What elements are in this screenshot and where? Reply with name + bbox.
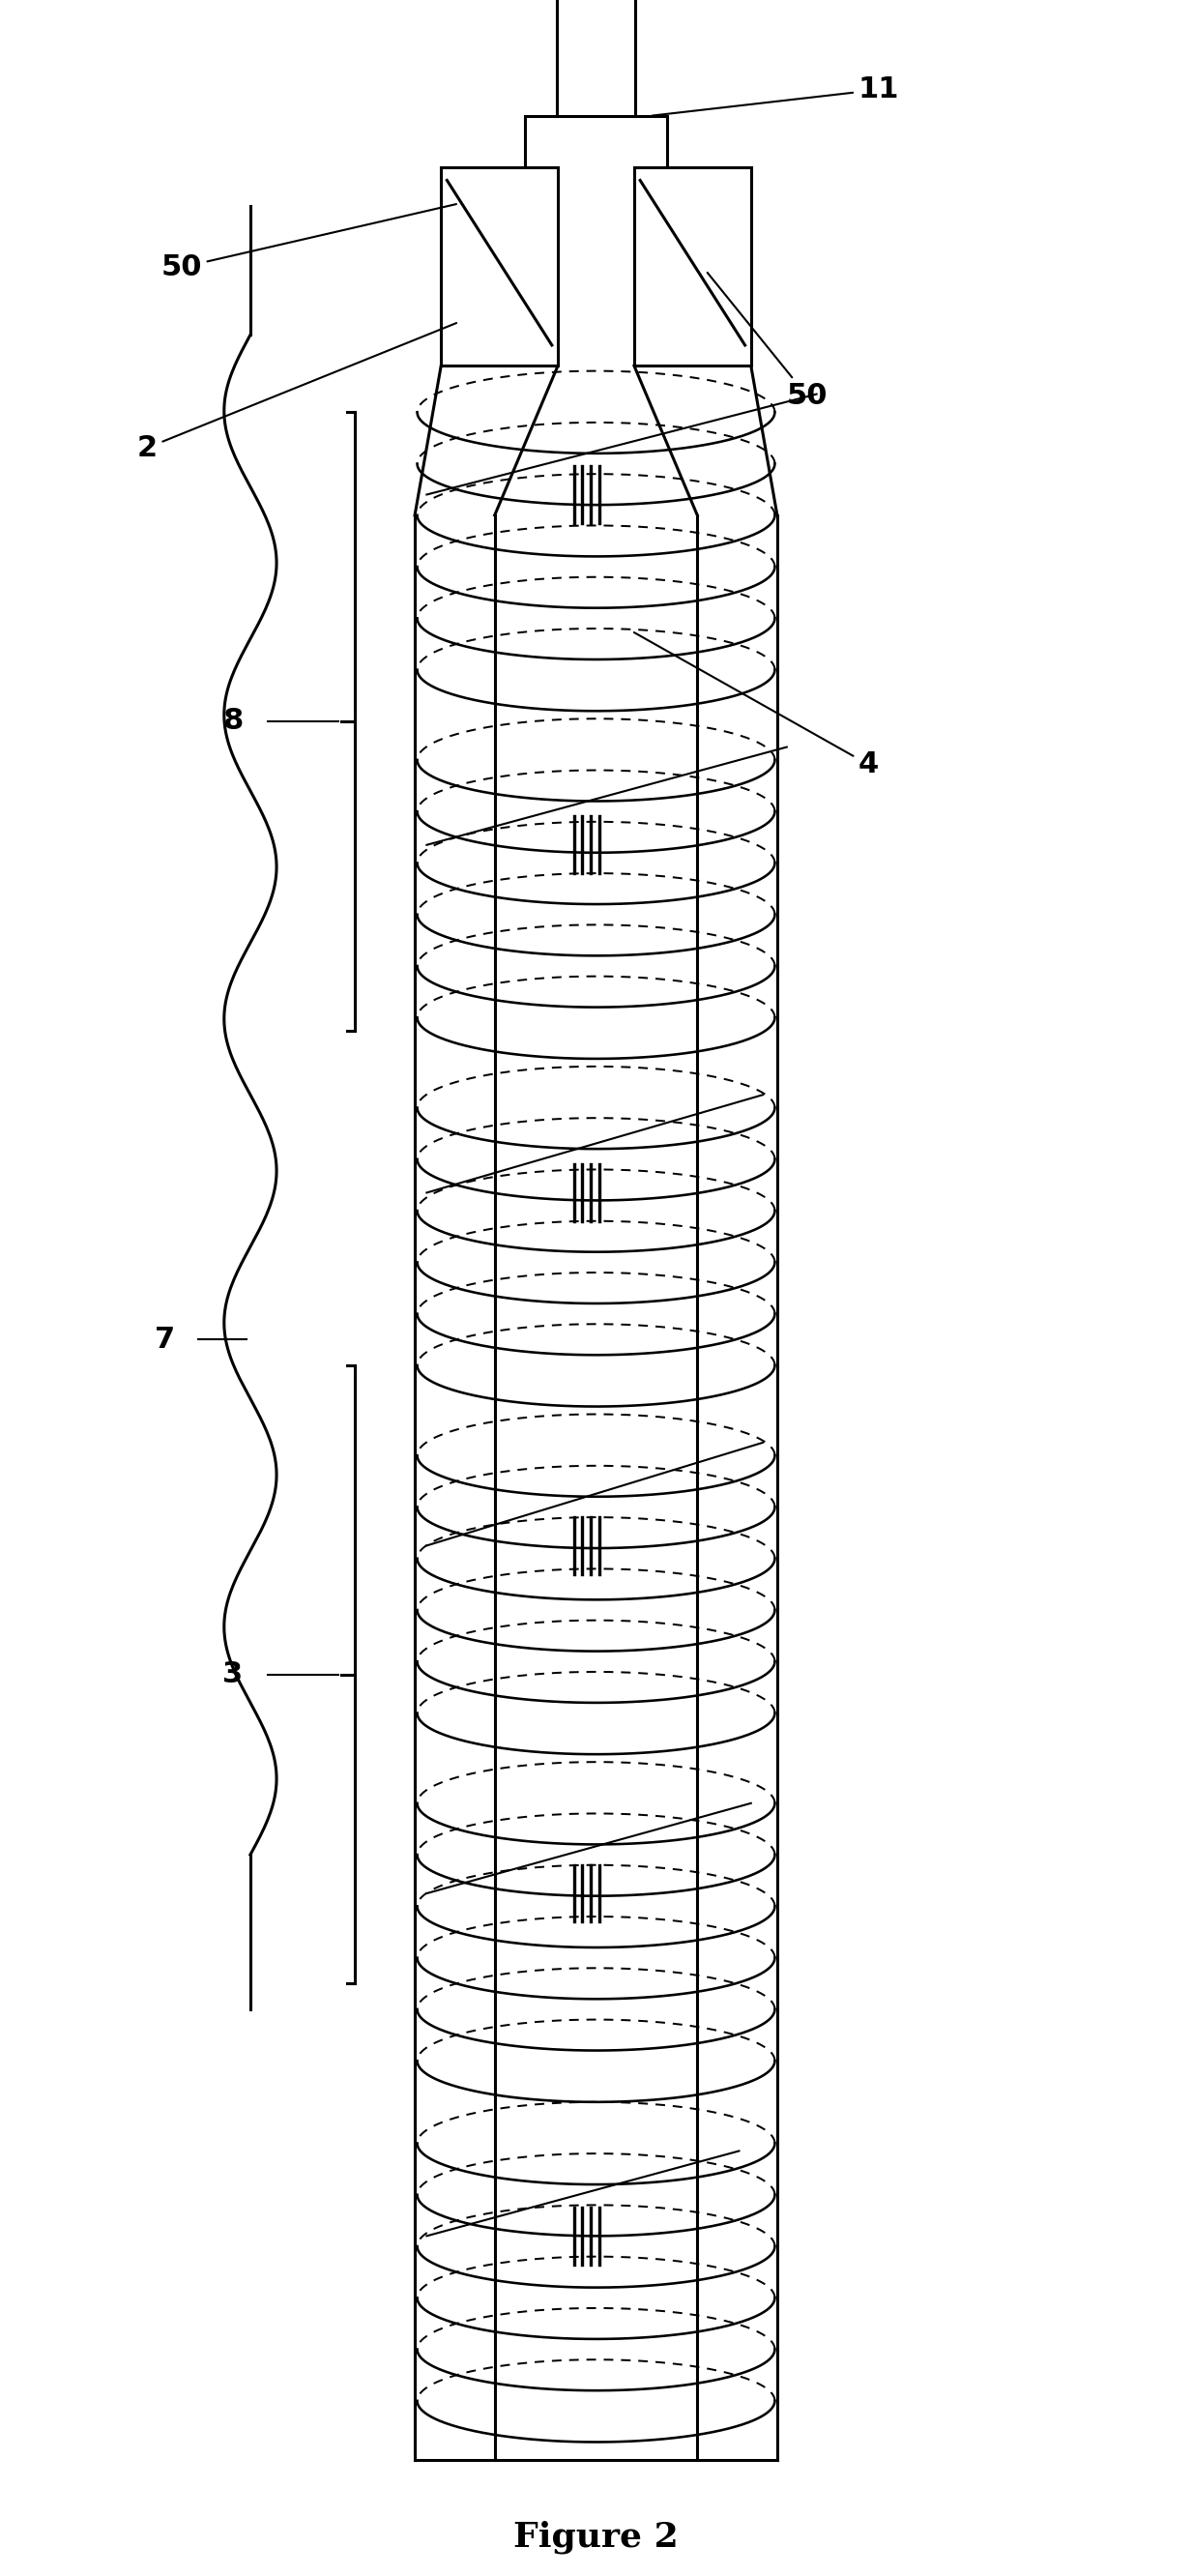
Text: 2: 2	[137, 322, 457, 461]
Text: 50: 50	[707, 273, 827, 410]
Text: 3: 3	[222, 1662, 243, 1687]
Bar	[441, 167, 558, 366]
Text: 4: 4	[634, 634, 879, 778]
Text: 7: 7	[154, 1327, 175, 1352]
Text: Figure 2: Figure 2	[514, 2522, 678, 2553]
Bar	[634, 167, 751, 366]
Text: 8: 8	[222, 708, 243, 734]
Text: 11: 11	[652, 75, 899, 116]
Text: 50: 50	[161, 204, 457, 281]
